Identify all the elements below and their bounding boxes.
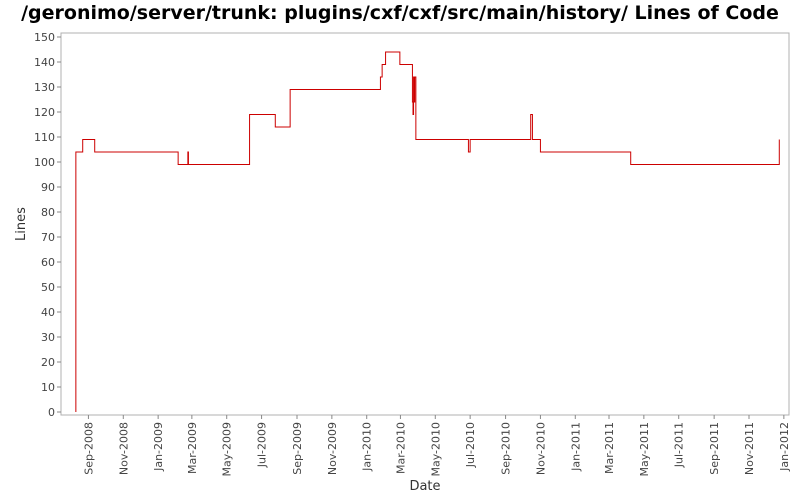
x-tick-label: Mar-2011 bbox=[603, 422, 616, 474]
y-tick-label: 0 bbox=[48, 406, 55, 419]
y-tick-label: 20 bbox=[41, 356, 55, 369]
x-tick-label: Jan-2012 bbox=[778, 422, 791, 472]
y-tick-label: 60 bbox=[41, 256, 55, 269]
x-tick-label: Jul-2010 bbox=[464, 422, 477, 468]
y-tick-label: 110 bbox=[34, 131, 55, 144]
y-axis: 0 10 20 30 40 50 60 70 80 90 100 110 120 130 140 150 bbox=[34, 31, 61, 419]
y-axis-label: Lines bbox=[14, 207, 29, 241]
x-axis: Sep-2008 Nov-2008 Jan-2009 Mar-2009 May-2009… bbox=[82, 415, 791, 477]
y-tick-label: 90 bbox=[41, 181, 55, 194]
lines-of-code-series bbox=[75, 51, 780, 412]
y-tick-label: 140 bbox=[34, 56, 55, 69]
y-tick-label: 40 bbox=[41, 306, 55, 319]
x-tick-label: Jul-2009 bbox=[256, 422, 269, 468]
plot-area bbox=[60, 32, 790, 416]
y-tick-label: 10 bbox=[41, 381, 55, 394]
x-tick-label: Sep-2009 bbox=[291, 422, 304, 475]
x-tick-label: Sep-2011 bbox=[708, 422, 721, 475]
y-tick-label: 70 bbox=[41, 231, 55, 244]
x-tick-label: Sep-2010 bbox=[500, 422, 513, 475]
x-tick-label: Nov-2010 bbox=[534, 422, 547, 475]
y-tick-label: 130 bbox=[34, 81, 55, 94]
y-tick-label: 50 bbox=[41, 281, 55, 294]
x-tick-label: May-2010 bbox=[429, 422, 442, 477]
x-tick-label: Jan-2010 bbox=[361, 422, 374, 472]
x-tick-label: Mar-2009 bbox=[186, 422, 199, 474]
x-tick-label: May-2011 bbox=[638, 422, 651, 477]
x-tick-label: Jan-2011 bbox=[569, 422, 582, 472]
x-tick-label: Jan-2009 bbox=[152, 422, 165, 472]
chart-title: /geronimo/server/trunk: plugins/cxf/cxf/… bbox=[21, 2, 779, 24]
y-tick-label: 150 bbox=[34, 31, 55, 44]
x-tick-label: Jul-2011 bbox=[673, 422, 686, 468]
y-tick-label: 100 bbox=[34, 156, 55, 169]
x-tick-label: Nov-2011 bbox=[743, 422, 756, 475]
x-tick-label: Mar-2010 bbox=[394, 422, 407, 474]
x-axis-label: Date bbox=[409, 479, 440, 494]
y-tick-label: 30 bbox=[41, 331, 55, 344]
y-tick-label: 120 bbox=[34, 106, 55, 119]
y-tick-label: 80 bbox=[41, 206, 55, 219]
x-tick-label: Nov-2009 bbox=[326, 422, 339, 475]
x-tick-label: Nov-2008 bbox=[117, 422, 130, 475]
x-tick-label: Sep-2008 bbox=[82, 422, 95, 475]
x-tick-label: May-2009 bbox=[221, 422, 234, 477]
